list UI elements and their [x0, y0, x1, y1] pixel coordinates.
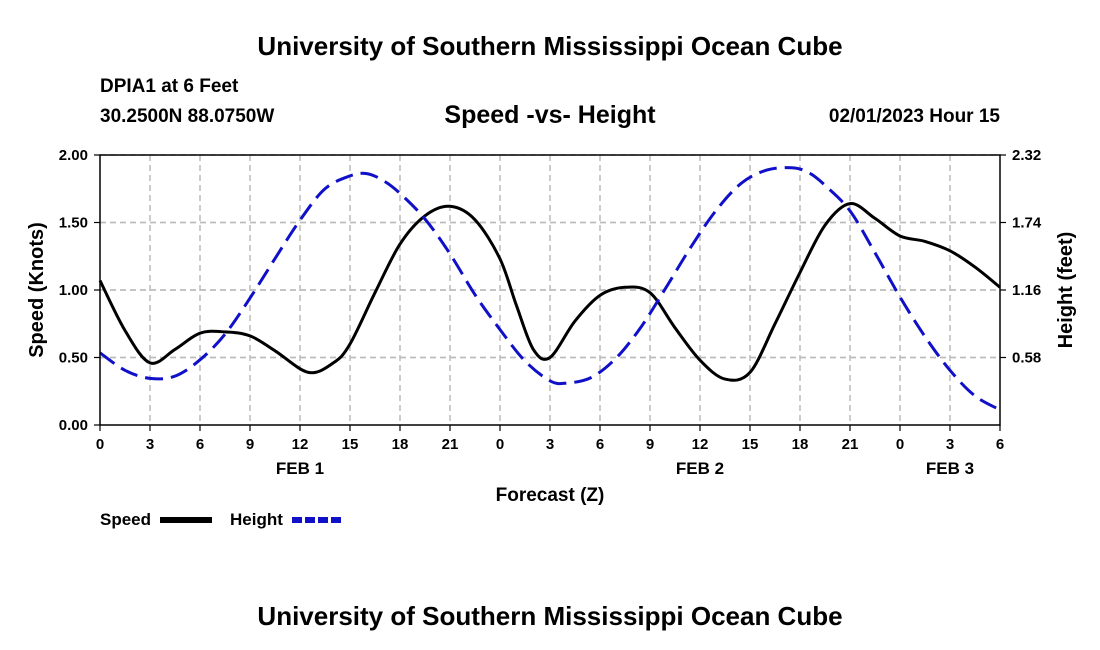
x-tick-label: 0 — [496, 436, 504, 453]
y2-tick-label: 2.32 — [1012, 147, 1041, 164]
x-tick-label: 0 — [896, 436, 904, 453]
x-tick-label: 18 — [792, 436, 809, 453]
y-tick-label: 0.00 — [59, 417, 88, 434]
y-tick-label: 0.50 — [59, 350, 88, 367]
x-tick-label: 15 — [342, 436, 359, 453]
x-tick-label: 3 — [946, 436, 954, 453]
y-tick-label: 1.00 — [59, 282, 88, 299]
x-tick-label: 3 — [146, 436, 154, 453]
legend-height-label: Height — [230, 510, 283, 529]
x-tick-label: 21 — [442, 436, 459, 453]
x-tick-label: 6 — [596, 436, 604, 453]
y-tick-label: 2.00 — [59, 147, 88, 164]
y-tick-label: 1.50 — [59, 215, 88, 232]
coordinates-label: 30.2500N 88.0750W — [100, 106, 275, 127]
x-tick-label: 12 — [292, 436, 309, 453]
x-tick-label: 15 — [742, 436, 759, 453]
station-label: DPIA1 at 6 Feet — [100, 76, 239, 97]
x-tick-label: 9 — [646, 436, 654, 453]
x-tick-label: 21 — [842, 436, 859, 453]
y2-axis-label: Height (feet) — [1055, 232, 1077, 349]
date-label: FEB 2 — [676, 459, 724, 478]
x-tick-label: 0 — [96, 436, 104, 453]
footer-title: University of Southern Mississippi Ocean… — [257, 601, 843, 631]
y-axis-label: Speed (Knots) — [26, 222, 48, 358]
datetime-label: 02/01/2023 Hour 15 — [828, 106, 1000, 127]
date-label: FEB 1 — [276, 459, 324, 478]
height-series-line — [99, 166, 1001, 412]
x-axis-label: Forecast (Z) — [496, 485, 605, 506]
chart-title: Speed -vs- Height — [444, 101, 656, 129]
x-tick-label: 12 — [692, 436, 709, 453]
x-tick-label: 6 — [196, 436, 204, 453]
y2-tick-label: 1.74 — [1012, 215, 1042, 232]
x-tick-label: 18 — [392, 436, 409, 453]
x-tick-label: 9 — [246, 436, 254, 453]
date-label: FEB 3 — [926, 459, 974, 478]
page-title: University of Southern Mississippi Ocean… — [257, 31, 843, 61]
legend-speed-label: Speed — [100, 510, 151, 529]
x-tick-label: 3 — [546, 436, 554, 453]
y2-tick-label: 0.58 — [1012, 350, 1041, 367]
x-tick-label: 6 — [996, 436, 1004, 453]
speed-series-line — [98, 202, 1001, 382]
y2-tick-label: 1.16 — [1012, 282, 1041, 299]
